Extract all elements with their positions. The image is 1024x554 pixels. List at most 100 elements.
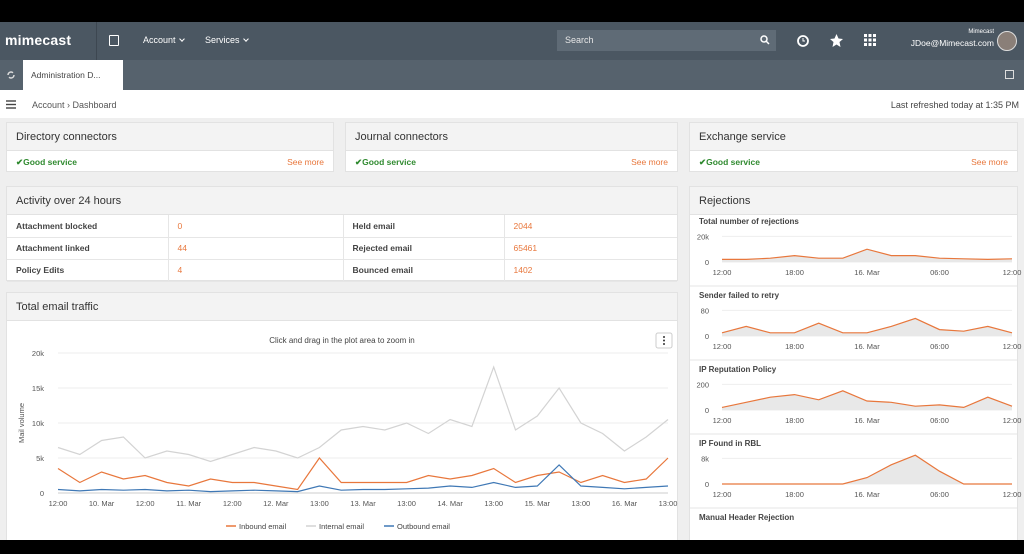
- x-tick-label: 18:00: [785, 342, 804, 351]
- y-tick-label: 8k: [701, 454, 709, 463]
- x-tick-label: 18:00: [785, 490, 804, 499]
- y-tick-label: 5k: [36, 454, 44, 463]
- y-tick-label: 0: [705, 480, 709, 489]
- x-tick-label: 16. Mar: [854, 490, 880, 499]
- line: [57, 464, 669, 493]
- x-tick-label: 13:00: [484, 499, 503, 508]
- traffic-chart-menu[interactable]: [655, 332, 673, 349]
- icon[interactable]: [109, 35, 119, 46]
- legend-label: Inbound email: [239, 522, 286, 531]
- traffic-panel: Total email traffic: [6, 292, 678, 540]
- x-tick-label: 18:00: [785, 416, 804, 425]
- popout-icon[interactable]: [1005, 70, 1014, 79]
- x-tick-label: 06:00: [930, 416, 949, 425]
- label: Attachment blocked: [7, 215, 169, 238]
- value[interactable]: 1402: [504, 259, 677, 282]
- value[interactable]: 44: [168, 237, 344, 260]
- x-tick-label: 13:00: [571, 499, 590, 508]
- activity-panel: Activity over 24 hours Attachment blocke…: [6, 186, 678, 282]
- chart-subtitle: Click and drag in the plot area to zoom …: [269, 336, 414, 345]
- chart-title: Sender failed to retry: [699, 291, 780, 300]
- y-tick-label: 15k: [32, 384, 44, 393]
- see-more[interactable]: See more: [971, 157, 1008, 167]
- search-icon: [760, 35, 770, 45]
- status-panel: Directory connectors Good service See mor…: [6, 122, 334, 172]
- line: [722, 454, 1012, 485]
- x-tick-label: 11. Mar: [176, 499, 201, 508]
- x-tick-label: 13:00: [397, 499, 416, 508]
- avatar[interactable]: [997, 31, 1017, 51]
- x-tick-label: 13:00: [310, 499, 329, 508]
- menu-icon[interactable]: [6, 100, 16, 109]
- nav-account[interactable]: Account: [143, 35, 185, 45]
- y-tick-label: 80: [701, 306, 709, 315]
- y-tick-label: 0: [40, 489, 44, 498]
- label: Policy Edits: [7, 259, 169, 282]
- chart-title: Total number of rejections: [699, 217, 799, 226]
- apps-icon[interactable]: [864, 34, 876, 46]
- search-box[interactable]: Search: [557, 30, 776, 51]
- x-tick-label: 16. Mar: [854, 416, 880, 425]
- last-refreshed: Last refreshed today at 1:35 PM: [890, 100, 1019, 110]
- area: [722, 249, 1012, 262]
- x-tick-label: 13. Mar: [350, 499, 376, 508]
- y-tick-label: 200: [696, 380, 709, 389]
- x-tick-label: 15. Mar: [525, 499, 551, 508]
- nav-services[interactable]: Services: [205, 35, 249, 45]
- status: Good service: [16, 157, 77, 168]
- x-tick-label: 12:00: [223, 499, 242, 508]
- value[interactable]: 65461: [504, 237, 677, 260]
- x-tick-label: 16. Mar: [854, 342, 880, 351]
- x-tick-label: 14. Mar: [437, 499, 463, 508]
- label: Rejected email: [343, 237, 505, 260]
- see-more[interactable]: See more: [287, 157, 324, 167]
- chart-title: IP Reputation Policy: [699, 365, 777, 374]
- user-org: Mimecast: [968, 29, 994, 35]
- x-tick-label: 13:00: [659, 499, 678, 508]
- user-email[interactable]: JDoe@Mimecast.com: [910, 38, 994, 48]
- chart-title: IP Found in RBL: [699, 439, 761, 448]
- area: [722, 318, 1012, 336]
- status-panel: Journal connectors Good service See more: [345, 122, 678, 172]
- top-bar: mimecast Account Services Search Mimecas…: [0, 22, 1024, 60]
- x-tick-label: 16. Mar: [612, 499, 638, 508]
- history-icon[interactable]: [796, 34, 810, 48]
- value[interactable]: 4: [168, 259, 344, 282]
- x-tick-label: 12:00: [713, 342, 732, 351]
- refresh-icon[interactable]: [6, 70, 16, 80]
- y-tick-label: 20k: [32, 349, 44, 358]
- x-tick-label: 16. Mar: [854, 268, 880, 277]
- label: Attachment linked: [7, 237, 169, 260]
- y-axis-label: Mail volume: [17, 403, 26, 443]
- x-tick-label: 12. Mar: [263, 499, 289, 508]
- value[interactable]: 2044: [504, 215, 677, 238]
- see-more[interactable]: See more: [631, 157, 668, 167]
- status: Good service: [355, 157, 416, 168]
- logo[interactable]: mimecast: [5, 32, 72, 48]
- favorites-icon[interactable]: [829, 33, 844, 48]
- charts: Click and drag in the plot area to zoom …: [17, 217, 1021, 531]
- line: [722, 248, 1013, 261]
- line: [57, 365, 669, 463]
- x-tick-label: 06:00: [930, 268, 949, 277]
- tab[interactable]: Administration D...: [23, 60, 123, 90]
- x-tick-label: 12:00: [713, 268, 732, 277]
- value[interactable]: 0: [168, 215, 344, 238]
- x-tick-label: 06:00: [930, 342, 949, 351]
- y-tick-label: 10k: [32, 419, 44, 428]
- crumb[interactable]: Account: [32, 100, 65, 110]
- label: Bounced email: [343, 259, 505, 282]
- panel-title: Directory connectors: [7, 123, 333, 151]
- panel-title: Journal connectors: [346, 123, 677, 151]
- panel-title: Total email traffic: [7, 293, 677, 321]
- y-tick-label: 0: [705, 406, 709, 415]
- y-tick-label: 20k: [697, 232, 709, 241]
- y-tick-label: 0: [705, 332, 709, 341]
- x-tick-label: 12:00: [49, 499, 68, 508]
- label: Held email: [343, 215, 505, 238]
- status: Good service: [699, 157, 760, 168]
- legend-label: Internal email: [319, 522, 364, 531]
- panel-title: Rejections: [690, 187, 1017, 215]
- x-tick-label: 18:00: [785, 268, 804, 277]
